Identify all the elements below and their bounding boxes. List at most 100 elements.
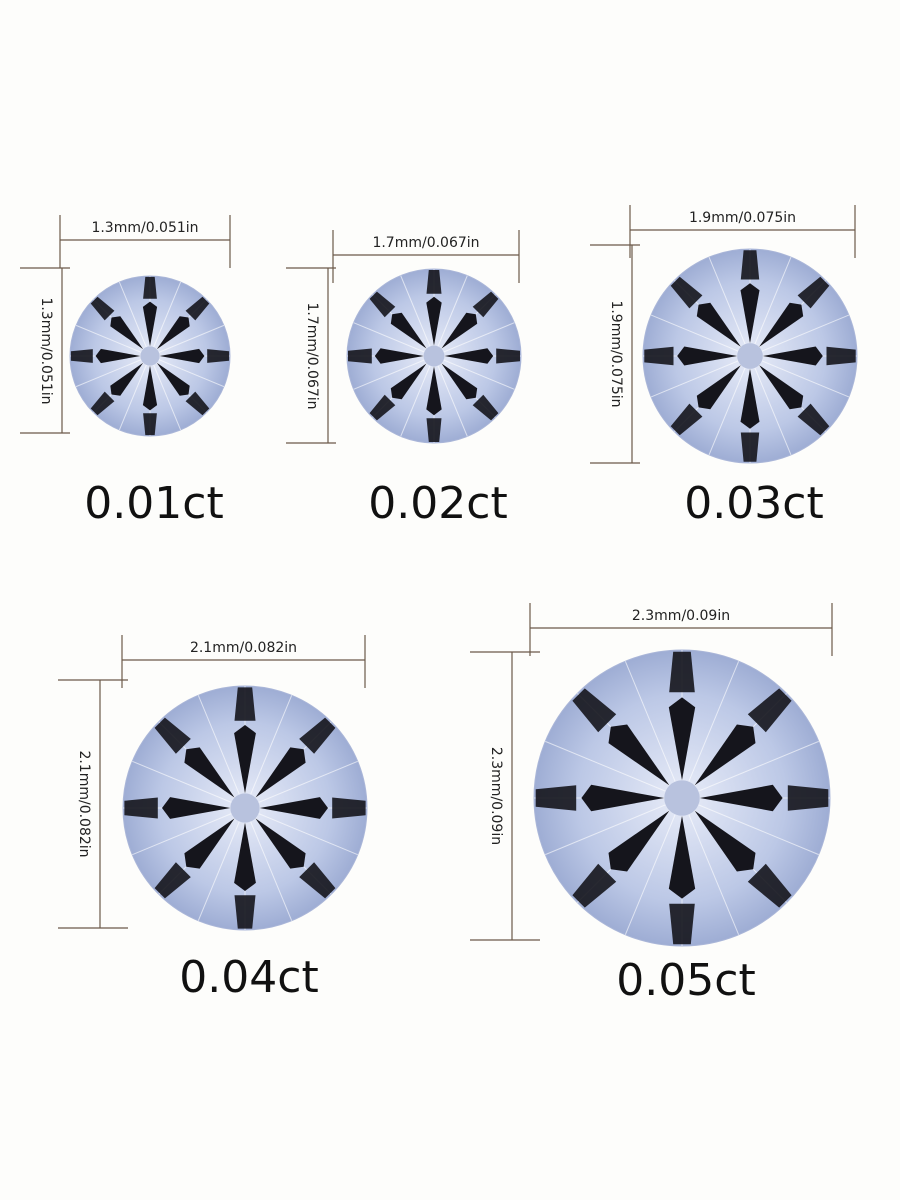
inner-arrow-facet [668, 697, 696, 781]
facet-line [433, 355, 515, 390]
inner-arrow-facet [696, 302, 741, 347]
outer-arrow-facet [535, 785, 577, 811]
inner-arrow-facet [441, 363, 478, 400]
facet-line [118, 281, 151, 357]
outer-arrow-facet [299, 862, 336, 899]
facet-line [624, 797, 683, 935]
height-label: 2.3mm/0.09in [488, 746, 504, 846]
facet-line [749, 355, 792, 456]
inner-arrow-facet [142, 301, 158, 347]
facet-line [433, 275, 468, 357]
facet-line [624, 661, 683, 799]
outer-arrow-facet [472, 291, 499, 318]
inner-arrow-facet [255, 747, 306, 798]
table-center [140, 346, 160, 366]
facet-line [433, 355, 468, 437]
outer-arrow-facet [234, 895, 256, 929]
facet-line [749, 314, 850, 357]
outer-arrow-facet [234, 687, 256, 721]
outer-arrow-facet [154, 862, 191, 899]
inner-arrow-facet [426, 296, 442, 346]
inner-arrow-facet [374, 348, 424, 364]
outer-arrow-facet [740, 250, 760, 280]
table-center [664, 780, 700, 816]
facet-line [132, 760, 246, 809]
width-label: 1.3mm/0.051in [91, 220, 199, 236]
inner-arrow-facet [694, 724, 756, 786]
width-label: 1.9mm/0.075in [688, 210, 797, 226]
outer-arrow-facet [90, 391, 115, 416]
width-label: 2.3mm/0.09in [631, 608, 731, 624]
carat-label: 0.02ct [368, 478, 508, 529]
outer-arrow-facet [797, 276, 830, 309]
carat-label: 0.01ct [84, 478, 224, 529]
inner-arrow-facet [740, 368, 760, 429]
inner-arrow-facet [255, 818, 306, 869]
outer-arrow-facet [185, 296, 210, 321]
outer-arrow-facet [143, 413, 157, 436]
inner-arrow-facet [234, 725, 256, 794]
facet-line [681, 661, 740, 799]
facet-line [400, 275, 435, 357]
facet-line [244, 695, 293, 809]
inner-arrow-facet [426, 366, 442, 416]
outer-arrow-facet [747, 688, 792, 733]
inner-arrow-facet [762, 346, 823, 366]
facet-line [118, 355, 151, 431]
facet-line [244, 807, 293, 921]
inner-arrow-facet [699, 784, 783, 812]
inner-arrow-facet [184, 747, 235, 798]
height-label: 2.1mm/0.082in [76, 750, 92, 858]
facet-line [708, 256, 751, 357]
outer-arrow-facet [154, 717, 191, 754]
inner-arrow-facet [759, 302, 804, 347]
carat-label: 0.03ct [684, 478, 824, 529]
facet-line [650, 355, 751, 398]
outer-arrow-facet [185, 391, 210, 416]
outer-arrow-facet [669, 903, 695, 945]
facet-line [708, 355, 751, 456]
facet-line [681, 740, 819, 799]
table-center [230, 793, 260, 823]
outer-arrow-facet [496, 348, 520, 364]
outer-arrow-facet [426, 418, 442, 442]
facet-line [681, 797, 740, 935]
facet-line [75, 355, 151, 388]
facet-line [149, 355, 182, 431]
table-center [737, 343, 763, 369]
inner-arrow-facet [581, 784, 665, 812]
facet-line [545, 797, 683, 856]
inner-arrow-facet [156, 316, 190, 350]
facet-line [433, 322, 515, 357]
inner-arrow-facet [95, 348, 141, 364]
outer-arrow-facet [669, 651, 695, 693]
outer-arrow-facet [369, 291, 396, 318]
facet-line [749, 256, 792, 357]
outer-arrow-facet [369, 394, 396, 421]
carat-label: 0.05ct [616, 955, 756, 1006]
inner-arrow-facet [441, 312, 478, 349]
height-label: 1.7mm/0.067in [304, 301, 320, 410]
outer-arrow-facet [299, 717, 336, 754]
outer-arrow-facet [826, 346, 856, 366]
outer-arrow-facet [348, 348, 372, 364]
inner-arrow-facet [696, 365, 741, 410]
facet-line [749, 355, 850, 398]
facet-line [132, 807, 246, 856]
facet-line [149, 281, 182, 357]
outer-arrow-facet [332, 797, 366, 819]
facet-line [149, 355, 225, 388]
facet-line [149, 324, 225, 357]
facet-line [244, 760, 358, 809]
outer-arrow-facet [124, 797, 158, 819]
outer-arrow-facet [572, 863, 617, 908]
inner-arrow-facet [110, 316, 144, 350]
facet-line [353, 322, 435, 357]
facet-line [400, 355, 435, 437]
inner-arrow-facet [234, 822, 256, 891]
facet-line [545, 740, 683, 799]
outer-arrow-facet [740, 432, 760, 462]
inner-arrow-facet [390, 312, 427, 349]
